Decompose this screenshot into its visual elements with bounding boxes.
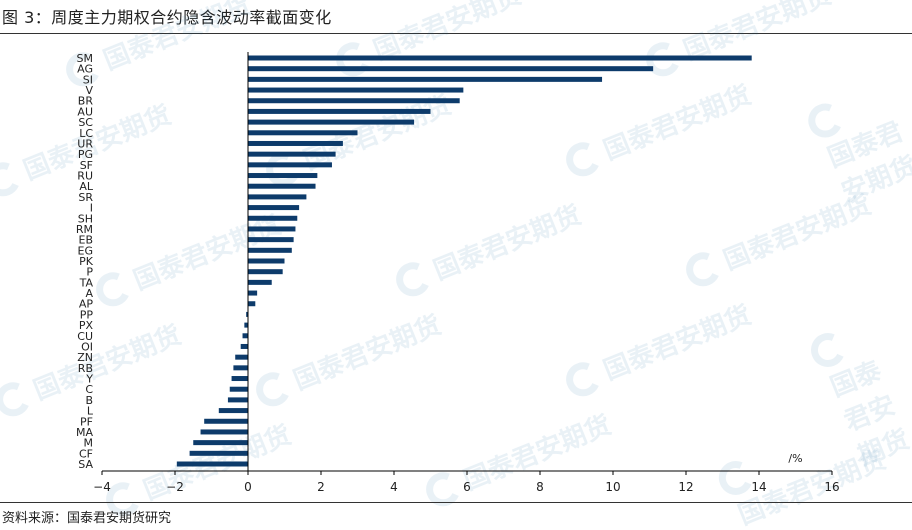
- category-label: BR: [78, 95, 94, 108]
- bar-ur: [248, 140, 343, 146]
- bar-pk: [248, 258, 285, 264]
- bar-pf: [204, 418, 248, 424]
- x-tick-label: 10: [605, 480, 620, 494]
- x-tick-label: 0: [244, 480, 252, 494]
- bar-br: [248, 98, 460, 104]
- x-tick-label: 14: [751, 480, 766, 494]
- category-label: V: [85, 84, 93, 97]
- top-rule: [0, 33, 912, 34]
- x-tick-label: 12: [678, 480, 693, 494]
- bar-sa: [176, 461, 248, 467]
- category-label: AP: [79, 298, 94, 311]
- category-label: P: [86, 266, 93, 279]
- x-tick-label: −4: [93, 480, 111, 494]
- bar-i: [248, 205, 300, 211]
- bar-m: [193, 440, 248, 446]
- category-label: RU: [77, 170, 93, 183]
- bar-b: [227, 397, 248, 403]
- bar-zn: [235, 354, 248, 360]
- category-label: L: [87, 405, 94, 418]
- bar-sr: [248, 194, 307, 200]
- category-label: CU: [77, 330, 93, 343]
- category-label: PP: [80, 308, 94, 321]
- bar-si: [248, 76, 603, 82]
- figure-title: 图 3：周度主力期权合约隐含波动率截面变化: [2, 8, 332, 27]
- bar-sm: [248, 55, 752, 61]
- category-label: SR: [78, 191, 93, 204]
- category-label: M: [84, 437, 94, 450]
- category-label: PF: [80, 415, 93, 428]
- bar-rb: [233, 365, 248, 371]
- bar-eb: [248, 237, 294, 243]
- category-label: B: [85, 394, 93, 407]
- category-label: EB: [79, 234, 94, 247]
- category-label: MA: [76, 426, 93, 439]
- bar-oi: [240, 343, 248, 349]
- category-label: RB: [78, 362, 93, 375]
- category-label: A: [85, 287, 93, 300]
- category-label: ZN: [77, 351, 93, 364]
- category-label: C: [85, 383, 93, 396]
- bar-sf: [248, 162, 332, 168]
- category-label: Y: [85, 373, 93, 386]
- category-label: EG: [78, 244, 93, 257]
- bar-px: [244, 322, 248, 328]
- category-label: SM: [77, 52, 93, 65]
- bar-y: [231, 376, 248, 382]
- bar-ru: [248, 173, 318, 179]
- bar-c: [229, 386, 248, 392]
- x-tick-label: −2: [166, 480, 184, 494]
- category-label: SI: [83, 73, 93, 86]
- bar-a: [248, 290, 258, 296]
- bar-pp: [246, 311, 248, 317]
- category-label: AU: [77, 105, 93, 118]
- category-label: CF: [79, 447, 93, 460]
- category-label: SH: [78, 212, 93, 225]
- bar-au: [248, 108, 431, 114]
- category-label: LC: [79, 127, 93, 140]
- bottom-rule: [0, 502, 912, 503]
- category-label: PG: [78, 148, 93, 161]
- x-tick-label: 8: [536, 480, 544, 494]
- bar-ag: [248, 66, 654, 72]
- bar-ma: [200, 429, 248, 435]
- bar-pg: [248, 151, 336, 157]
- bar-chart: SMAGSIVBRAUSCLCURPGSFRUALSRISHRMEBEGPKPT…: [76, 52, 840, 494]
- category-label: I: [90, 202, 93, 215]
- category-label: PX: [79, 319, 94, 332]
- bar-cu: [242, 333, 248, 339]
- bar-al: [248, 183, 316, 189]
- x-tick-label: 16: [824, 480, 839, 494]
- x-tick-label: 2: [317, 480, 325, 494]
- source-note: 资料来源：国泰君安期货研究: [2, 511, 172, 526]
- category-label: SA: [78, 458, 93, 471]
- bar-sh: [248, 215, 298, 221]
- unit-label: /%: [788, 452, 802, 465]
- category-label: RM: [76, 223, 93, 236]
- bar-v: [248, 87, 464, 93]
- bar-sc: [248, 119, 415, 125]
- category-label: PK: [79, 255, 94, 268]
- bar-l: [218, 408, 248, 414]
- category-label: SF: [80, 159, 93, 172]
- bar-lc: [248, 130, 358, 136]
- category-label: OI: [81, 340, 93, 353]
- category-label: AL: [79, 180, 94, 193]
- category-label: AG: [77, 63, 93, 76]
- bar-cf: [189, 450, 248, 456]
- x-tick-label: 6: [463, 480, 471, 494]
- bar-ta: [248, 279, 272, 285]
- category-label: UR: [77, 137, 93, 150]
- x-tick-label: 4: [390, 480, 398, 494]
- bar-rm: [248, 226, 296, 232]
- bar-ap: [248, 301, 256, 307]
- bar-p: [248, 269, 283, 275]
- bar-eg: [248, 247, 292, 253]
- category-label: TA: [79, 276, 94, 289]
- category-label: SC: [78, 116, 93, 129]
